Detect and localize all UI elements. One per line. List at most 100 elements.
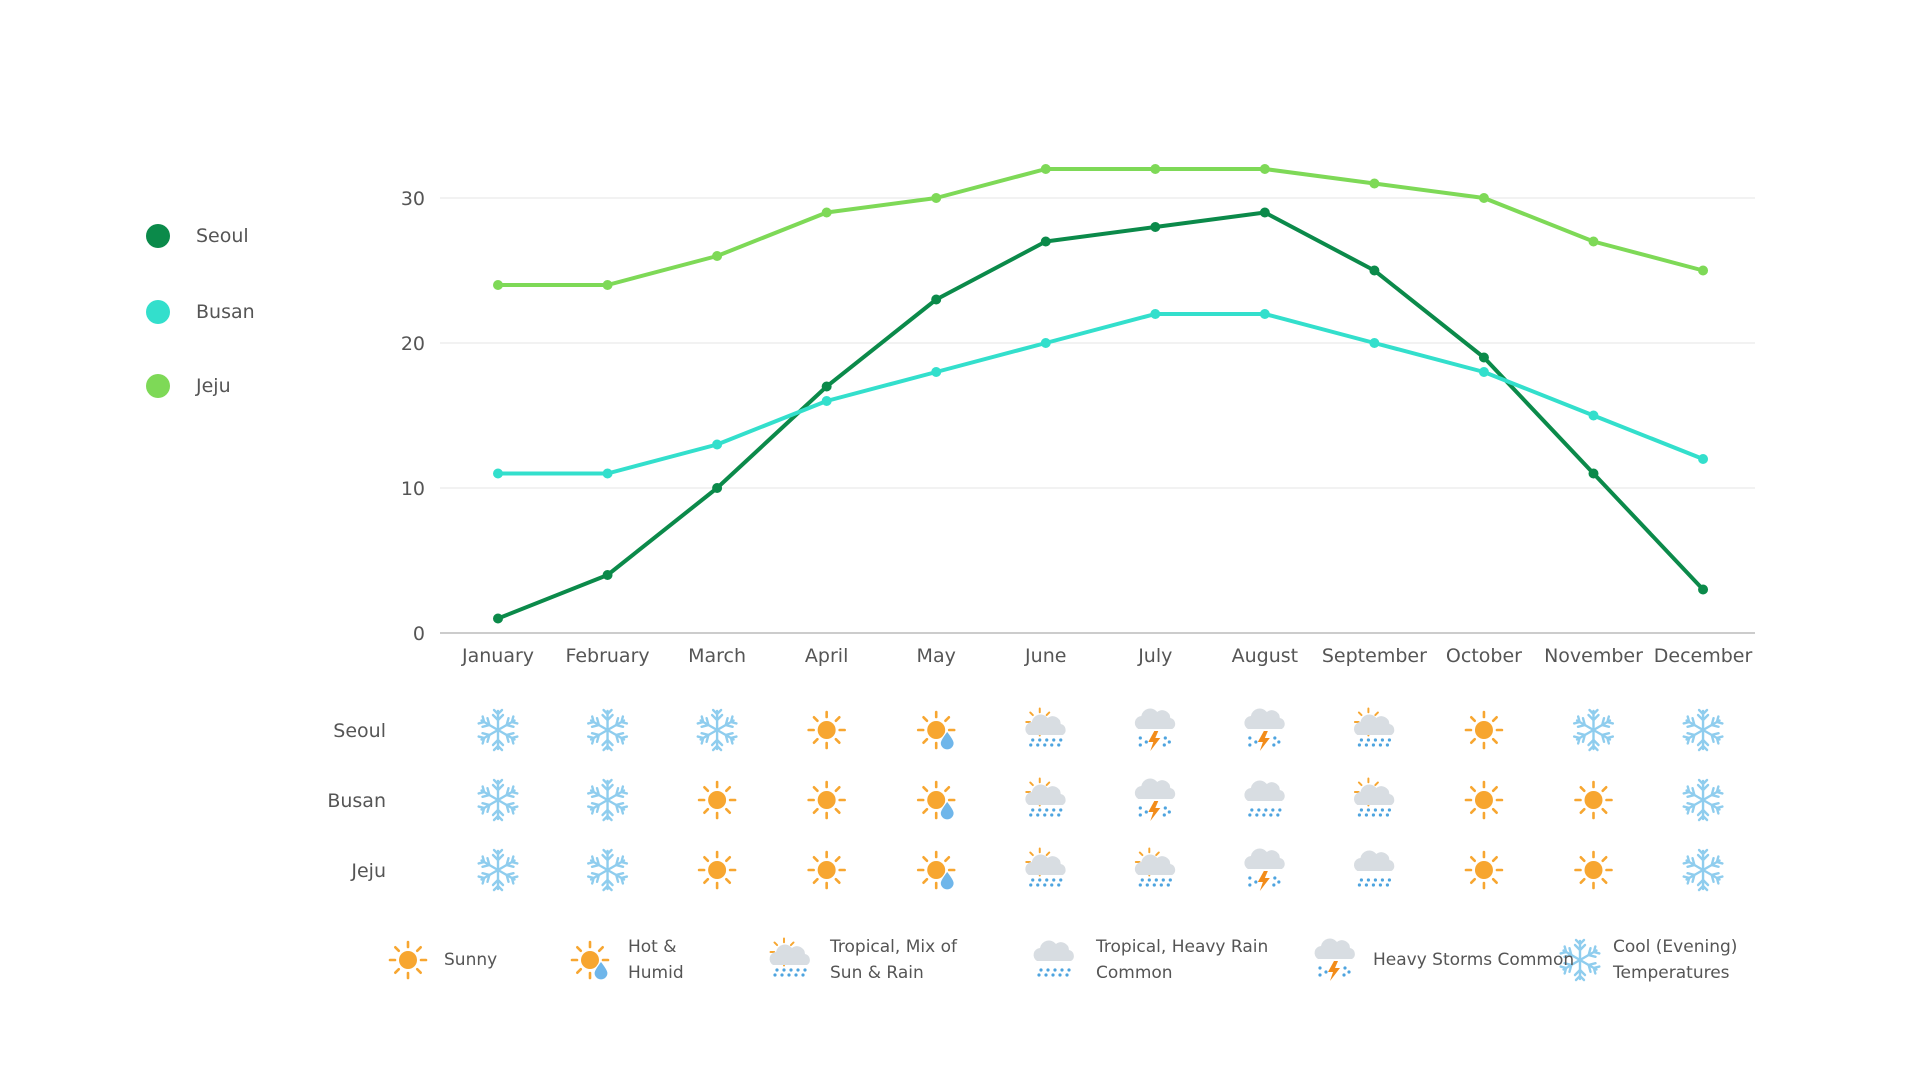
data-point-busan[interactable] (931, 367, 942, 377)
sun-icon (807, 850, 846, 890)
x-tick-label: January (461, 645, 534, 667)
data-point-seoul[interactable] (602, 570, 613, 580)
sun-icon (697, 850, 737, 890)
data-point-busan[interactable] (1369, 338, 1380, 348)
weather-row-label: Busan (327, 790, 386, 812)
y-tick-label: 0 (413, 623, 425, 645)
series-seoul (493, 207, 1709, 624)
data-point-jeju[interactable] (821, 207, 832, 218)
data-point-busan[interactable] (493, 468, 503, 479)
y-tick-label: 10 (401, 478, 425, 500)
data-point-jeju[interactable] (1259, 164, 1270, 174)
data-point-seoul[interactable] (493, 613, 503, 624)
data-point-jeju[interactable] (1478, 193, 1489, 203)
data-point-jeju[interactable] (1698, 265, 1709, 276)
weather-legend-line1: Tropical, Mix of (830, 937, 957, 957)
weather-legend-item: Heavy Storms Common (1373, 947, 1574, 973)
sun-icon (1464, 780, 1504, 820)
snowflake-icon (1683, 850, 1723, 890)
data-point-seoul[interactable] (1040, 236, 1051, 247)
data-point-jeju[interactable] (1040, 164, 1051, 174)
legend-label-jeju: Jeju (196, 375, 231, 397)
data-point-busan[interactable] (1478, 367, 1489, 377)
weather-legend-line2: Common (1096, 963, 1173, 983)
weather-legend-line2: Humid (628, 963, 684, 983)
weather-row-jeju: Jeju (350, 848, 1722, 891)
x-axis: January February March April May June July Augu… (440, 632, 1755, 667)
legend-item-seoul[interactable]: Seoul (146, 224, 249, 248)
weather-row-label: Jeju (350, 860, 386, 882)
x-tick-label: December (1654, 645, 1753, 667)
series-busan (493, 309, 1709, 479)
data-point-jeju[interactable] (931, 193, 942, 203)
data-point-seoul[interactable] (1698, 584, 1709, 595)
snowflake-icon (588, 710, 628, 750)
sun-icon (697, 780, 737, 820)
snowflake-icon (478, 850, 518, 890)
sun-cloud-rain-icon (1135, 849, 1175, 887)
snowflake-icon (697, 710, 737, 750)
data-point-seoul[interactable] (1588, 468, 1599, 479)
data-point-busan[interactable] (821, 396, 832, 406)
y-tick-label: 20 (401, 333, 425, 355)
grid-lines (440, 197, 1755, 489)
data-point-jeju[interactable] (1369, 178, 1380, 189)
x-tick-label: July (1137, 645, 1172, 667)
legend-item-jeju[interactable]: Jeju (146, 374, 231, 398)
storm-icon (1244, 708, 1284, 751)
x-tick-label: September (1322, 645, 1427, 667)
data-point-jeju[interactable] (493, 280, 503, 290)
data-point-seoul[interactable] (712, 483, 723, 493)
data-point-jeju[interactable] (602, 280, 613, 290)
x-tick-label: May (917, 645, 956, 667)
weather-row-seoul: Seoul (333, 708, 1723, 751)
series-line-busan (498, 312, 1704, 476)
series-line-seoul (497, 210, 1705, 621)
data-point-seoul[interactable] (1478, 352, 1489, 363)
snowflake-icon (588, 780, 628, 820)
weather-legend-line1: Hot & (628, 937, 677, 957)
weather-legend-line1: Sunny (444, 950, 498, 970)
y-axis-ticks: 0 10 20 30 (401, 188, 425, 645)
weather-legend-line2: Sun & Rain (830, 963, 924, 983)
weather-legend-item: Cool (Evening) Temperatures (1613, 934, 1737, 986)
data-point-jeju[interactable] (1150, 164, 1161, 174)
legend-item-busan[interactable]: Busan (146, 300, 255, 324)
data-point-seoul[interactable] (931, 294, 942, 305)
sun-drop-icon (918, 712, 954, 750)
storm-icon (1315, 938, 1355, 981)
legend-label-seoul: Seoul (196, 225, 249, 247)
data-point-seoul[interactable] (1259, 207, 1270, 218)
data-point-busan[interactable] (1259, 309, 1270, 319)
data-point-seoul[interactable] (1150, 222, 1161, 232)
series-line-jeju (498, 167, 1704, 287)
data-series (493, 164, 1709, 624)
sun-drop-icon (918, 782, 954, 820)
legend-swatch-seoul (146, 224, 170, 248)
sun-icon (1464, 710, 1504, 750)
data-point-busan[interactable] (1698, 454, 1709, 464)
weather-icon-grid: Seoul Busan Jeju (327, 708, 1723, 891)
legend-swatch-jeju (146, 374, 170, 398)
data-point-busan[interactable] (712, 439, 723, 450)
data-point-seoul[interactable] (821, 381, 832, 392)
sun-cloud-rain-icon (1354, 709, 1394, 747)
sun-cloud-rain-icon (1025, 779, 1065, 817)
data-point-busan[interactable] (1150, 309, 1161, 319)
data-point-seoul[interactable] (1369, 265, 1380, 276)
sun-icon (1574, 780, 1613, 820)
sun-icon (1464, 850, 1504, 890)
snowflake-icon (588, 850, 628, 890)
sun-drop-icon (572, 942, 608, 980)
sun-cloud-rain-icon (770, 939, 810, 977)
data-point-busan[interactable] (1588, 410, 1599, 421)
x-tick-label: March (688, 645, 746, 667)
data-point-busan[interactable] (602, 468, 613, 479)
storm-icon (1135, 708, 1175, 751)
data-point-busan[interactable] (1040, 338, 1051, 348)
data-point-jeju[interactable] (1588, 236, 1599, 247)
x-tick-label: October (1446, 645, 1522, 667)
data-point-jeju[interactable] (712, 251, 723, 261)
weather-legend-line1: Cool (Evening) (1613, 937, 1738, 957)
snowflake-icon (1574, 710, 1614, 750)
